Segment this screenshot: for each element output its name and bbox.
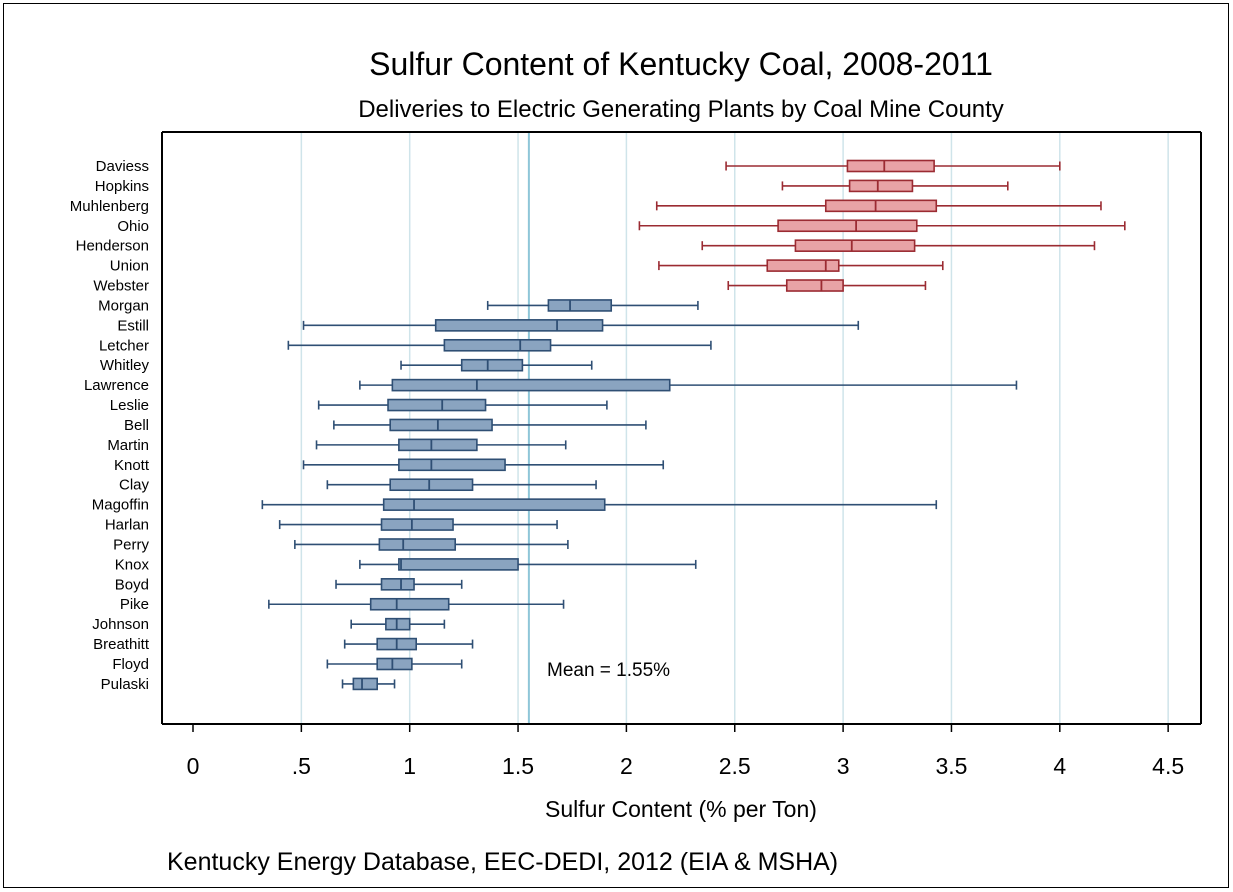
category-label: Hopkins	[95, 178, 149, 195]
category-label: Clay	[119, 477, 150, 494]
source-note: Kentucky Energy Database, EEC-DEDI, 2012…	[167, 848, 838, 876]
x-tick-label: 3	[837, 753, 850, 779]
box-iqr	[385, 617, 411, 631]
category-label: Perry	[113, 536, 149, 553]
category-label: Estill	[117, 317, 149, 334]
category-label: Knott	[114, 457, 150, 474]
x-axis-label: Sulfur Content (% per Ton)	[545, 796, 817, 822]
box-iqr	[766, 259, 840, 272]
category-label: Pike	[120, 596, 149, 613]
x-tick-label: .5	[292, 753, 311, 779]
box-iqr	[848, 179, 914, 193]
category-label: Magoffin	[92, 497, 149, 514]
category-label: Bell	[124, 417, 149, 434]
category-label: Breathitt	[93, 636, 150, 653]
category-label: Whitley	[100, 357, 150, 374]
category-label: Martin	[107, 437, 149, 454]
x-tick-label: 4.5	[1152, 753, 1184, 779]
box-iqr	[376, 657, 413, 671]
category-label: Lawrence	[84, 377, 149, 394]
category-label: Daviess	[96, 158, 149, 175]
box-iqr	[380, 578, 415, 591]
chart-subtitle: Deliveries to Electric Generating Plants…	[358, 96, 1004, 123]
box-iqr	[398, 558, 519, 571]
category-label: Leslie	[110, 397, 149, 414]
x-tick-label: 1	[403, 753, 416, 779]
box-iqr	[398, 458, 506, 472]
box-iqr	[369, 597, 450, 611]
box-iqr	[389, 418, 493, 432]
category-label: Boyd	[115, 576, 149, 593]
chart-title: Sulfur Content of Kentucky Coal, 2008-20…	[369, 46, 993, 82]
x-tick-label: 3.5	[935, 753, 967, 779]
x-tick-label: 2.5	[719, 753, 751, 779]
box-iqr	[785, 279, 844, 292]
box-iqr	[352, 677, 378, 691]
box-iqr	[391, 378, 671, 392]
box-iqr	[382, 498, 606, 511]
box-iqr	[846, 159, 935, 173]
category-label: Pulaski	[101, 676, 149, 693]
box-iqr	[824, 199, 938, 213]
category-label: Muhlenberg	[70, 198, 149, 215]
category-label: Letcher	[99, 337, 149, 354]
category-label: Henderson	[76, 238, 149, 255]
x-tick-label: 0	[187, 753, 200, 779]
category-label: Johnson	[92, 616, 149, 633]
category-label: Union	[110, 258, 149, 275]
box-iqr	[460, 358, 524, 372]
category-label: Ohio	[117, 218, 149, 235]
x-tick-label: 1.5	[502, 753, 534, 779]
boxplot-chart: Sulfur Content of Kentucky Coal, 2008-20…	[70, 46, 1202, 876]
x-tick-label: 4	[1053, 753, 1066, 779]
plot-area: Daviess Hopkins Muhlenberg Ohio Henderson Uni…	[70, 131, 1202, 779]
category-label: Webster	[93, 278, 149, 295]
x-tick-label: 2	[620, 753, 633, 779]
mean-annotation: Mean = 1.55%	[547, 660, 670, 681]
category-label: Harlan	[105, 517, 149, 534]
box-iqr	[547, 299, 613, 312]
box-iqr	[380, 518, 454, 531]
box-iqr	[777, 219, 918, 233]
category-label: Morgan	[98, 297, 149, 314]
box-iqr	[387, 398, 487, 412]
box-iqr	[794, 239, 916, 252]
box-iqr	[398, 438, 478, 452]
chart-frame: Sulfur Content of Kentucky Coal, 2008-20…	[3, 3, 1229, 888]
category-label: Floyd	[112, 656, 149, 673]
box-iqr	[389, 478, 474, 492]
box-iqr	[434, 319, 604, 332]
box-iqr	[378, 538, 457, 551]
box-iqr	[443, 338, 552, 352]
category-label: Knox	[115, 556, 150, 573]
